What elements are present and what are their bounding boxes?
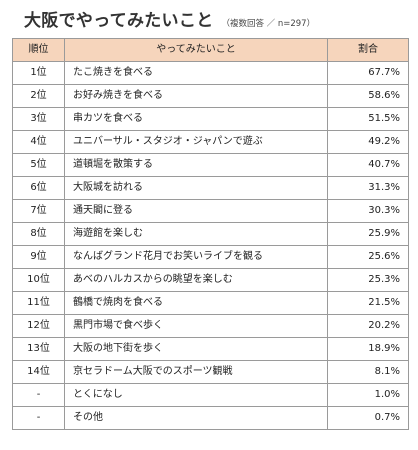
header-activity: やってみたいこと <box>64 38 328 62</box>
table-body: 1位 たこ焼きを食べる 67.7% 2位 お好み焼きを食べる 58.6% 3位 … <box>12 61 409 430</box>
page-title: 大阪でやってみたいこと <box>24 11 214 31</box>
rank-cell: 8位 <box>12 222 65 246</box>
rank-cell: 7位 <box>12 199 65 223</box>
rank-cell: 5位 <box>12 153 65 177</box>
title-row: 大阪でやってみたいこと （複数回答 ／ n=297） <box>24 6 315 32</box>
activity-cell: 海遊館を楽しむ <box>64 222 328 246</box>
activity-cell: 道頓堀を散策する <box>64 153 328 177</box>
activity-cell: お好み焼きを食べる <box>64 84 328 108</box>
header-percent: 割合 <box>327 38 409 62</box>
table-header: 順位 やってみたいこと 割合 <box>12 38 409 62</box>
activity-cell: その他 <box>64 406 328 430</box>
activity-cell: 大阪の地下街を歩く <box>64 337 328 361</box>
rank-cell: 4位 <box>12 130 65 154</box>
percent-cell: 49.2% <box>327 130 409 154</box>
table-row: 6位 大阪城を訪れる 31.3% <box>12 176 409 200</box>
activity-cell: 串カツを食べる <box>64 107 328 131</box>
percent-cell: 25.9% <box>327 222 409 246</box>
percent-cell: 20.2% <box>327 314 409 338</box>
table-row: 11位 鶴橋で焼肉を食べる 21.5% <box>12 291 409 315</box>
rank-cell: 10位 <box>12 268 65 292</box>
percent-cell: 40.7% <box>327 153 409 177</box>
table-row: 14位 京セラドーム大阪でのスポーツ観戦 8.1% <box>12 360 409 384</box>
percent-cell: 21.5% <box>327 291 409 315</box>
percent-cell: 1.0% <box>327 383 409 407</box>
rank-cell: 11位 <box>12 291 65 315</box>
rank-cell: 14位 <box>12 360 65 384</box>
activity-cell: 通天閣に登る <box>64 199 328 223</box>
activity-cell: ユニバーサル・スタジオ・ジャパンで遊ぶ <box>64 130 328 154</box>
header-row: 順位 やってみたいこと 割合 <box>12 38 409 62</box>
table-row: 5位 道頓堀を散策する 40.7% <box>12 153 409 177</box>
activity-cell: あべのハルカスからの眺望を楽しむ <box>64 268 328 292</box>
rank-cell: 1位 <box>12 61 65 85</box>
percent-cell: 0.7% <box>327 406 409 430</box>
percent-cell: 18.9% <box>327 337 409 361</box>
percent-cell: 67.7% <box>327 61 409 85</box>
activity-cell: 京セラドーム大阪でのスポーツ観戦 <box>64 360 328 384</box>
percent-cell: 8.1% <box>327 360 409 384</box>
percent-cell: 51.5% <box>327 107 409 131</box>
table-row: 9位 なんばグランド花月でお笑いライブを観る 25.6% <box>12 245 409 269</box>
activity-cell: 鶴橋で焼肉を食べる <box>64 291 328 315</box>
table-row: 8位 海遊館を楽しむ 25.9% <box>12 222 409 246</box>
activity-cell: なんばグランド花月でお笑いライブを観る <box>64 245 328 269</box>
rank-cell: 9位 <box>12 245 65 269</box>
rank-cell: 12位 <box>12 314 65 338</box>
ranking-table: 順位 やってみたいこと 割合 1位 たこ焼きを食べる 67.7% 2位 お好み焼… <box>12 38 409 430</box>
table-row: 10位 あべのハルカスからの眺望を楽しむ 25.3% <box>12 268 409 292</box>
table-row: 13位 大阪の地下街を歩く 18.9% <box>12 337 409 361</box>
table-row: 4位 ユニバーサル・スタジオ・ジャパンで遊ぶ 49.2% <box>12 130 409 154</box>
activity-cell: 大阪城を訪れる <box>64 176 328 200</box>
percent-cell: 25.6% <box>327 245 409 269</box>
percent-cell: 25.3% <box>327 268 409 292</box>
page-subtitle: （複数回答 ／ n=297） <box>221 19 316 29</box>
percent-cell: 31.3% <box>327 176 409 200</box>
activity-cell: たこ焼きを食べる <box>64 61 328 85</box>
rank-cell: 2位 <box>12 84 65 108</box>
activity-cell: とくになし <box>64 383 328 407</box>
activity-cell: 黒門市場で食べ歩く <box>64 314 328 338</box>
table-row: 1位 たこ焼きを食べる 67.7% <box>12 61 409 85</box>
rank-cell: 13位 <box>12 337 65 361</box>
table-row: - その他 0.7% <box>12 406 409 430</box>
header-rank: 順位 <box>12 38 65 62</box>
table-row: - とくになし 1.0% <box>12 383 409 407</box>
table-row: 7位 通天閣に登る 30.3% <box>12 199 409 223</box>
table-row: 2位 お好み焼きを食べる 58.6% <box>12 84 409 108</box>
rank-cell: - <box>12 406 65 430</box>
table-row: 3位 串カツを食べる 51.5% <box>12 107 409 131</box>
table-row: 12位 黒門市場で食べ歩く 20.2% <box>12 314 409 338</box>
rank-cell: 3位 <box>12 107 65 131</box>
percent-cell: 58.6% <box>327 84 409 108</box>
rank-cell: - <box>12 383 65 407</box>
rank-cell: 6位 <box>12 176 65 200</box>
percent-cell: 30.3% <box>327 199 409 223</box>
